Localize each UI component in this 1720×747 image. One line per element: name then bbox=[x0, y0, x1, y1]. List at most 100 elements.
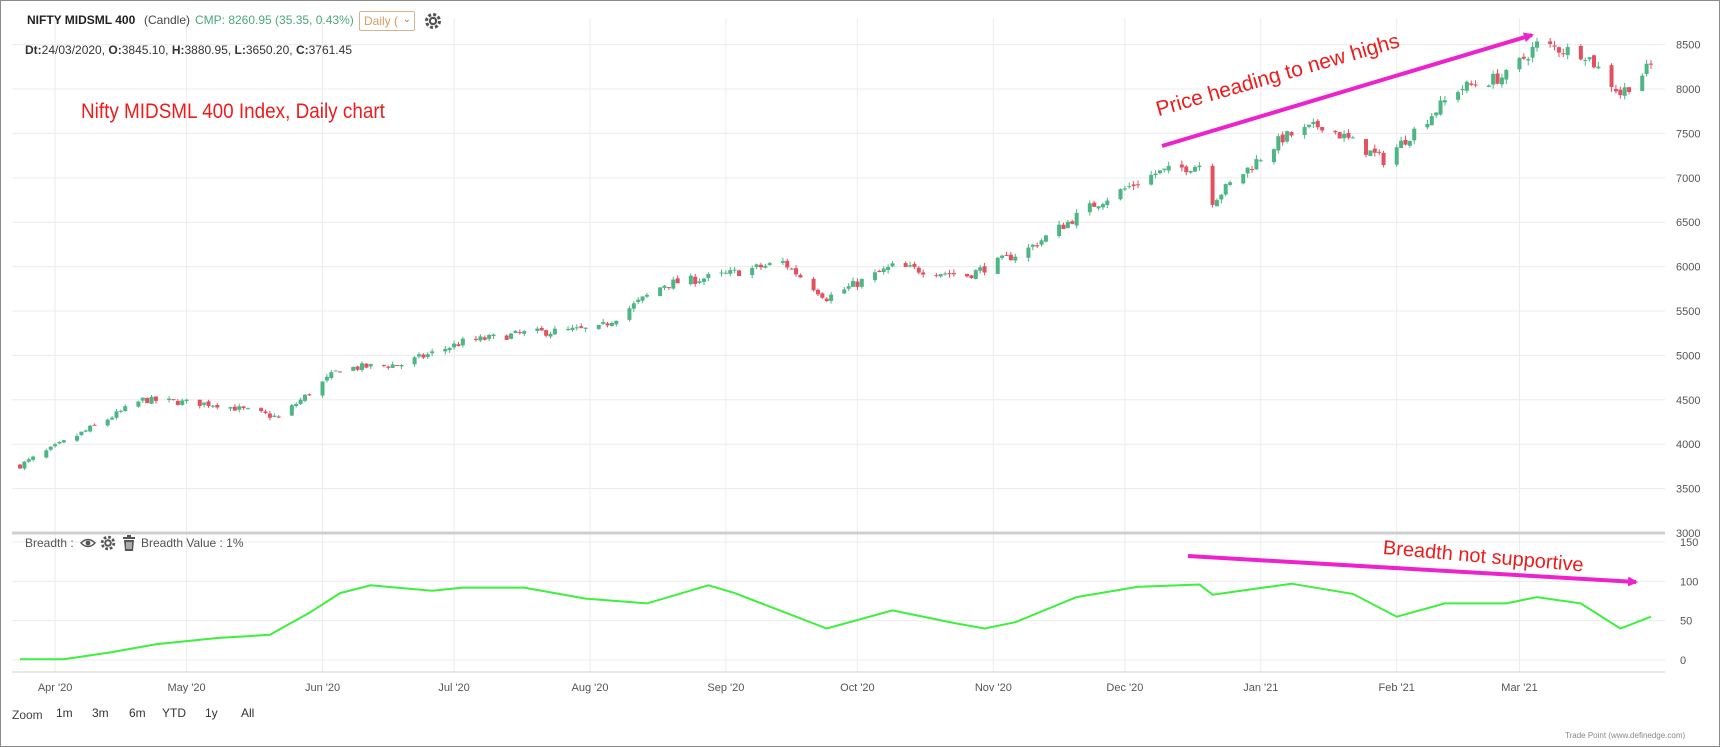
candle-body bbox=[1043, 235, 1048, 242]
candle-body bbox=[44, 450, 49, 458]
candle-body bbox=[1241, 174, 1246, 184]
candle-body bbox=[1061, 224, 1066, 230]
candle-body bbox=[1337, 132, 1342, 139]
zoom-all-button[interactable]: All bbox=[241, 706, 255, 720]
price-tick-label: 4000 bbox=[1676, 439, 1700, 451]
candle-body bbox=[184, 399, 189, 402]
trash-icon[interactable] bbox=[121, 534, 137, 552]
price-tick-label: 4500 bbox=[1676, 395, 1700, 407]
candle-body bbox=[982, 266, 987, 273]
symbol-name: NIFTY MIDSML 400 bbox=[27, 13, 136, 27]
ohlc-date: 24/03/2020 bbox=[41, 43, 102, 57]
zoom-6m-button[interactable]: 6m bbox=[129, 706, 146, 720]
candle-body bbox=[1644, 63, 1649, 74]
candle-body bbox=[61, 440, 66, 443]
gear-icon[interactable] bbox=[99, 534, 117, 552]
candle-body bbox=[1394, 147, 1399, 165]
candle-body bbox=[210, 405, 215, 407]
candle-body bbox=[364, 363, 369, 368]
candle-body bbox=[1105, 200, 1110, 206]
chart-type-label: (Candle) bbox=[144, 13, 191, 27]
candle-body bbox=[136, 401, 141, 407]
zoom-1y-button[interactable]: 1y bbox=[205, 706, 218, 720]
candle-body bbox=[1587, 57, 1592, 60]
candle-body bbox=[175, 400, 180, 405]
x-tick-label: Jun '20 bbox=[305, 682, 340, 694]
candle-body bbox=[215, 405, 220, 408]
candle-body bbox=[890, 263, 895, 267]
candle-body bbox=[430, 351, 435, 354]
interval-value: Daily ( bbox=[364, 14, 399, 28]
candle-body bbox=[1372, 148, 1377, 153]
candle-body bbox=[443, 348, 448, 352]
gear-icon[interactable] bbox=[423, 11, 443, 31]
candle-body bbox=[180, 400, 185, 405]
candle-body bbox=[1548, 41, 1553, 44]
candle-body bbox=[92, 424, 97, 426]
ohlc-dt-label: Dt: bbox=[25, 43, 42, 57]
candle-body bbox=[1245, 167, 1250, 174]
candle-body bbox=[228, 407, 233, 409]
candle-body bbox=[259, 408, 264, 412]
candle-body bbox=[1583, 59, 1588, 61]
ohlc-readout: Dt:24/03/2020, O:3845.10, H:3880.95, L:3… bbox=[25, 43, 352, 57]
candle-body bbox=[881, 268, 886, 273]
candle-body bbox=[263, 411, 268, 414]
chevron-down-icon: ⌄ bbox=[402, 14, 411, 25]
x-tick-label: Jan '21 bbox=[1243, 682, 1278, 694]
eye-icon[interactable] bbox=[80, 535, 96, 551]
candle-body bbox=[1100, 204, 1105, 208]
candle-body bbox=[1526, 59, 1531, 61]
candle-body bbox=[842, 289, 847, 294]
interval-select[interactable]: Daily ( ⌄ bbox=[359, 11, 415, 31]
candle-body bbox=[1342, 134, 1347, 139]
candle-body bbox=[811, 278, 816, 291]
candle-body bbox=[460, 338, 465, 346]
candle-body bbox=[110, 417, 115, 420]
candle-body bbox=[1412, 128, 1417, 141]
zoom-ytd-button[interactable]: YTD bbox=[162, 706, 186, 720]
candle-body bbox=[272, 415, 277, 417]
candle-body bbox=[171, 399, 176, 401]
candle-body bbox=[570, 327, 575, 331]
x-axis: Apr '20 May '20 Jun '20 Jul '20 Aug '20 Sep '… bbox=[12, 671, 1665, 694]
candle-body bbox=[1521, 56, 1526, 59]
candle-body bbox=[1434, 112, 1439, 116]
candle-body bbox=[1153, 173, 1158, 176]
candle-body bbox=[267, 413, 272, 418]
candle-body bbox=[456, 344, 461, 347]
candle-body bbox=[671, 279, 676, 289]
candle-body bbox=[737, 270, 742, 277]
zoom-1m-button[interactable]: 1m bbox=[56, 706, 73, 720]
price-tick-label: 3000 bbox=[1676, 528, 1700, 540]
candle-body bbox=[601, 322, 606, 324]
candle-body bbox=[421, 354, 426, 358]
candle-body bbox=[1179, 164, 1184, 168]
candle-body bbox=[237, 406, 242, 410]
candle-body bbox=[785, 260, 790, 268]
candle-body bbox=[872, 272, 877, 281]
candle-body bbox=[302, 394, 307, 401]
candle-body bbox=[79, 431, 84, 436]
candle-body bbox=[294, 403, 299, 406]
candle-body bbox=[636, 299, 641, 302]
candle-body bbox=[846, 286, 851, 289]
price-trend-arrow bbox=[1161, 32, 1534, 148]
zoom-3m-button[interactable]: 3m bbox=[92, 706, 109, 720]
candle-body bbox=[1219, 194, 1224, 200]
candle-body bbox=[1311, 121, 1316, 125]
candle-body bbox=[140, 397, 145, 401]
candle-body bbox=[1456, 92, 1461, 100]
candle-body bbox=[763, 265, 768, 268]
ohlc-close: 3761.45 bbox=[308, 43, 352, 57]
candle-body bbox=[1285, 131, 1290, 142]
candle-body bbox=[452, 343, 457, 348]
x-tick-label: Mar '21 bbox=[1501, 682, 1537, 694]
candle-body bbox=[851, 280, 856, 287]
candle-body bbox=[1122, 188, 1127, 190]
price-tick-label: 7000 bbox=[1676, 173, 1700, 185]
candle-body bbox=[658, 287, 663, 297]
candle-body bbox=[938, 274, 943, 277]
price-tick-label: 7500 bbox=[1676, 128, 1700, 140]
x-tick-label: Aug '20 bbox=[571, 682, 608, 694]
